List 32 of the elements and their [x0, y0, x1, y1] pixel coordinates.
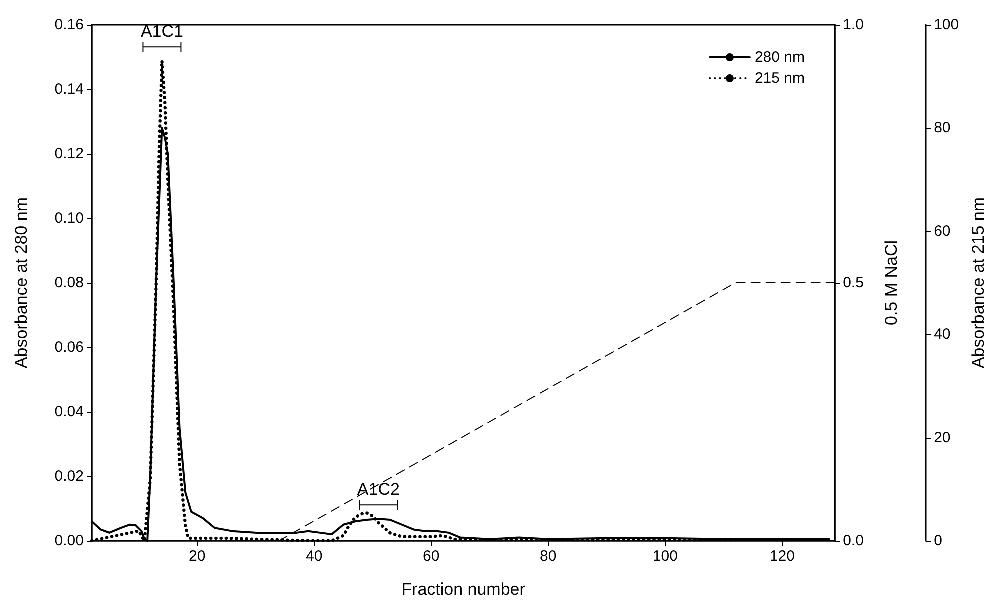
y-tick-label: 0.14 — [54, 81, 84, 98]
y-axis-title: Absorbance at 280 nm — [12, 197, 31, 369]
y3-tick-label: 20 — [934, 429, 951, 446]
x-tick-label: 20 — [188, 548, 206, 565]
x-tick-label: 100 — [652, 548, 678, 565]
y3-axis-title: Absorbance at 215 nm — [969, 197, 988, 369]
y-tick-label: 0.06 — [54, 339, 84, 356]
y2-tick-label: 0.0 — [843, 532, 864, 550]
annotation: A1C1 — [140, 22, 184, 42]
annotation: A1C2 — [357, 480, 400, 500]
legend-label: 280 nm — [754, 49, 806, 66]
x-tick-label: 80 — [540, 548, 557, 565]
y3-tick-label: 0 — [934, 532, 942, 550]
y-tick-label: 0.04 — [54, 404, 84, 420]
y-tick-label: 0.16 — [54, 16, 84, 34]
y3-tick-label: 100 — [934, 16, 960, 34]
legend-label: 215 nm — [754, 70, 806, 87]
y3-tick-label: 60 — [934, 222, 951, 240]
x-axis-title: Fraction number — [402, 580, 526, 599]
x-tick-label: 60 — [423, 548, 440, 565]
y2-tick-label: 1.0 — [843, 16, 864, 34]
x-tick-label: 40 — [306, 548, 323, 565]
y3-tick-label: 40 — [934, 326, 951, 344]
y2-axis-title: 0.5 M NaCl — [882, 240, 902, 326]
y3-tick-label: 80 — [934, 120, 951, 137]
y2-tick-label: 0.5 — [843, 274, 864, 292]
y-tick-label: 0.10 — [54, 210, 84, 227]
y-tick-label: 0.12 — [54, 146, 84, 162]
y-tick-label: 0.02 — [54, 468, 84, 485]
y-tick-label: 0.00 — [54, 532, 84, 550]
x-tick-label: 120 — [770, 548, 795, 565]
y-tick-label: 0.08 — [54, 274, 84, 292]
